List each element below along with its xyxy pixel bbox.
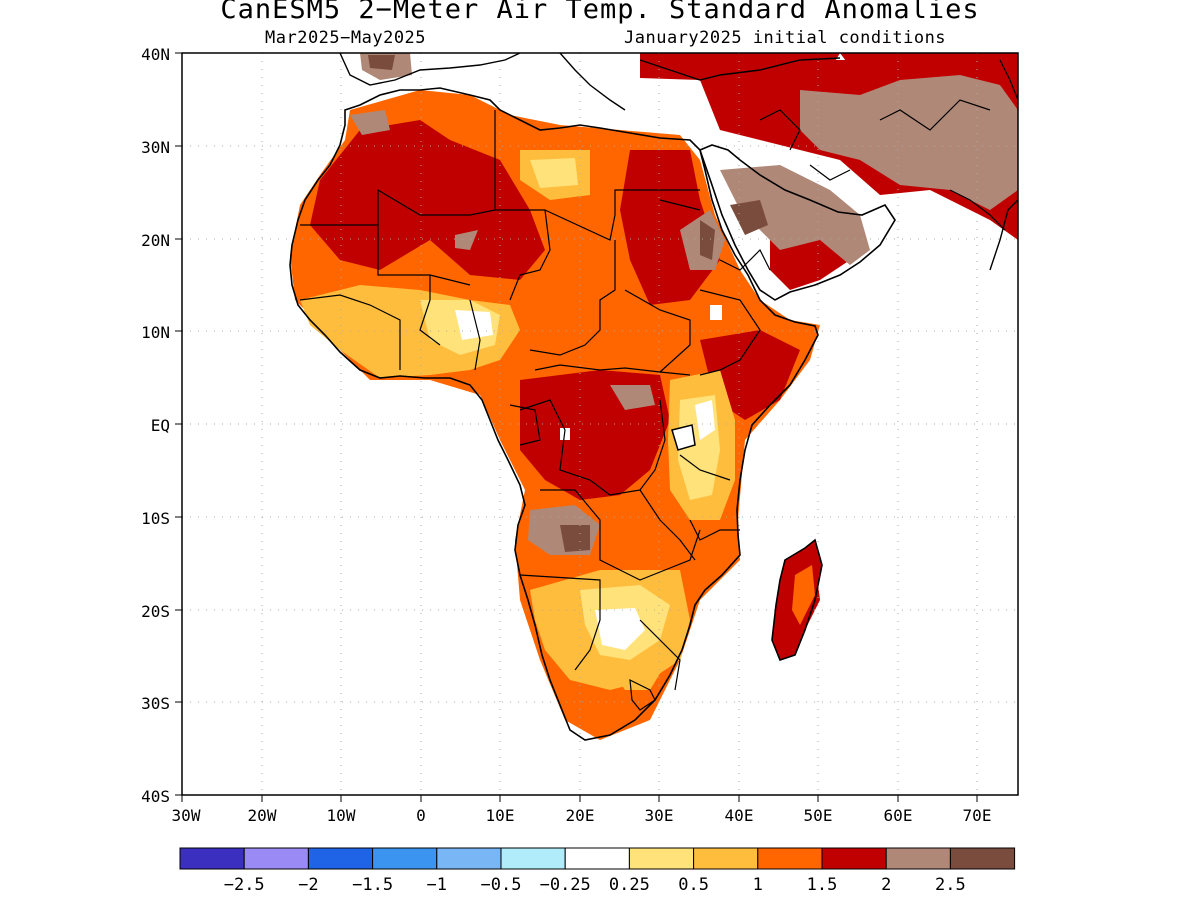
legend-label: 0.5 — [678, 875, 709, 895]
anomaly-region-near-normal — [455, 310, 493, 340]
lon-label: 30E — [645, 806, 674, 825]
lon-label: 30W — [172, 806, 201, 825]
anomaly-region-gt2.5 — [560, 525, 590, 552]
lon-label: 20W — [248, 806, 277, 825]
lat-labels: 40N 30N 20N 10N EQ 10S 20S 30S 40S — [141, 45, 170, 806]
anomaly-region-near-normal — [695, 400, 715, 440]
anomaly-region-1.5to2 — [310, 120, 545, 280]
lat-label: EQ — [151, 416, 170, 435]
legend-swatch — [564, 847, 630, 870]
legend-swatch — [949, 847, 1016, 870]
anomaly-region-2to2.5 — [720, 165, 870, 265]
legend-label: 2 — [881, 875, 891, 895]
legend-label: −0.5 — [481, 875, 522, 895]
lat-label: 30N — [141, 138, 170, 157]
lat-label: 30S — [141, 694, 170, 713]
lake-outline — [671, 424, 696, 451]
legend-swatch — [307, 847, 374, 870]
initial-conditions: January2025 initial conditions — [624, 28, 947, 48]
legend-label: 2.5 — [935, 875, 966, 895]
anomaly-region-gt2.5 — [368, 55, 395, 70]
legend-swatch — [885, 847, 951, 870]
legend-label: −1.5 — [352, 875, 393, 895]
anomaly-region-2to2.5 — [610, 385, 655, 410]
lon-label: 20E — [566, 806, 595, 825]
lat-label: 10S — [141, 509, 170, 528]
lon-label: 40E — [725, 806, 754, 825]
africa-coastline — [289, 87, 819, 741]
color-legend: −2.5 −2 −1.5 −1 −0.5 −0.25 0.25 0.5 1 1.5 2 2.5 — [179, 847, 1016, 895]
legend-swatch — [179, 847, 245, 870]
turkey-coast — [639, 57, 841, 81]
forecast-period: Mar2025−May2025 — [265, 28, 427, 48]
legend-swatch — [821, 847, 887, 870]
legend-swatch — [500, 847, 566, 870]
legend-swatch — [372, 847, 438, 870]
anomaly-region-2to2.5 — [350, 110, 390, 135]
anomaly-region-2to2.5 — [800, 75, 1018, 210]
lat-label: 10N — [141, 323, 170, 342]
iberia-coast — [339, 53, 521, 86]
lon-label: 70E — [963, 806, 992, 825]
map-title: CanESM5 2−Meter Air Temp. Standard Anoma… — [220, 0, 980, 25]
lon-label: 10W — [327, 806, 356, 825]
anomaly-region-1.5to2 — [640, 53, 840, 80]
anomaly-region-near-normal — [595, 608, 645, 650]
lat-label: 40N — [141, 45, 170, 64]
grid — [182, 53, 1018, 795]
anomaly-region-near-normal — [710, 305, 722, 320]
country-borders — [299, 99, 991, 711]
lon-labels: 30W 20W 10W 0 10E 20E 30E 40E 50E 60E 70… — [172, 806, 992, 825]
anomaly-region-gt2.5 — [730, 200, 768, 235]
legend-swatch — [693, 847, 759, 870]
legend-label: −2 — [298, 875, 318, 895]
legend-swatch — [628, 847, 695, 870]
legend-label: −0.25 — [540, 875, 591, 895]
italy-coast — [559, 53, 626, 111]
lon-label: 50E — [804, 806, 833, 825]
legend-swatch — [243, 847, 309, 870]
asia-coast — [949, 59, 1018, 231]
lat-label: 40S — [141, 787, 170, 806]
anomaly-region-gt2.5 — [700, 220, 715, 260]
legend-label: 1.5 — [807, 875, 838, 895]
lon-label: 0 — [416, 806, 426, 825]
legend-label: 0.25 — [609, 875, 650, 895]
arabia-coastline — [699, 144, 896, 301]
legend-swatch — [757, 847, 823, 870]
anomaly-region-1.5to2 — [770, 235, 850, 290]
lon-label: 60E — [884, 806, 913, 825]
legend-label: −2.5 — [224, 875, 265, 895]
lat-label: 20S — [141, 602, 170, 621]
legend-label: 1 — [753, 875, 763, 895]
anomaly-region-2to2.5 — [455, 230, 478, 250]
lon-label: 10E — [486, 806, 515, 825]
madagascar-anomaly — [792, 565, 815, 625]
axis-ticks — [175, 52, 978, 802]
india-coast — [989, 199, 1018, 271]
legend-swatch — [436, 847, 502, 870]
lat-label: 20N — [141, 231, 170, 250]
legend-label: −1 — [427, 875, 447, 895]
map-area — [182, 53, 1018, 795]
anomaly-region-0.25to0.5 — [530, 158, 578, 188]
